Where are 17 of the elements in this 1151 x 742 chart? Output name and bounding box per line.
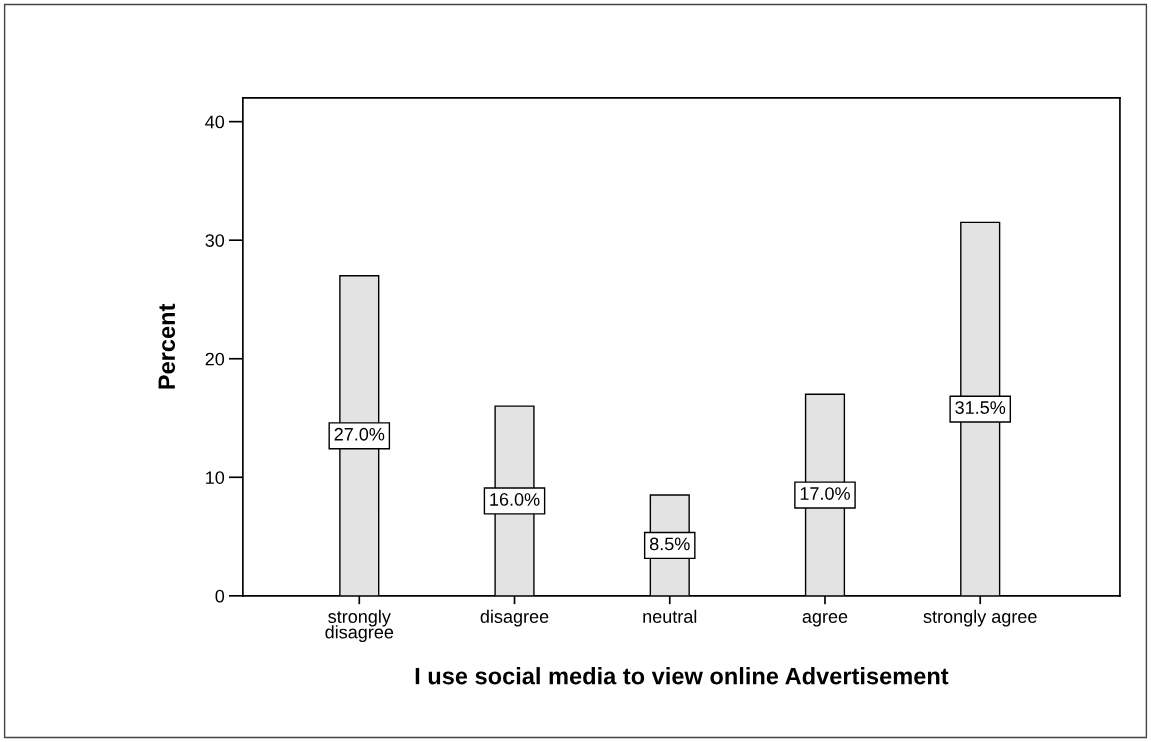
y-tick-label: 40 xyxy=(205,115,225,129)
data-label: 8.5% xyxy=(649,537,690,551)
data-label: 16.0% xyxy=(490,493,540,506)
x-tick-label: strongly agree xyxy=(923,609,1037,627)
x-tick-label: agree xyxy=(802,613,848,627)
x-tick-label: strongly disagree xyxy=(325,609,394,643)
x-axis-title: I use social media to view online Advertisement xyxy=(415,667,949,685)
data-label: 17.0% xyxy=(800,487,850,500)
data-label: 27.0% xyxy=(334,427,385,441)
data-label: 31.5% xyxy=(955,401,1006,414)
y-axis-title: Percent xyxy=(158,303,176,389)
y-tick-label: 10 xyxy=(206,471,225,484)
y-tick-label: 0 xyxy=(215,589,225,603)
x-tick-label: disagree xyxy=(480,609,549,627)
y-tick-label: 20 xyxy=(205,352,225,366)
y-tick-label: 30 xyxy=(205,234,225,247)
x-tick-label: neutral xyxy=(643,609,697,623)
